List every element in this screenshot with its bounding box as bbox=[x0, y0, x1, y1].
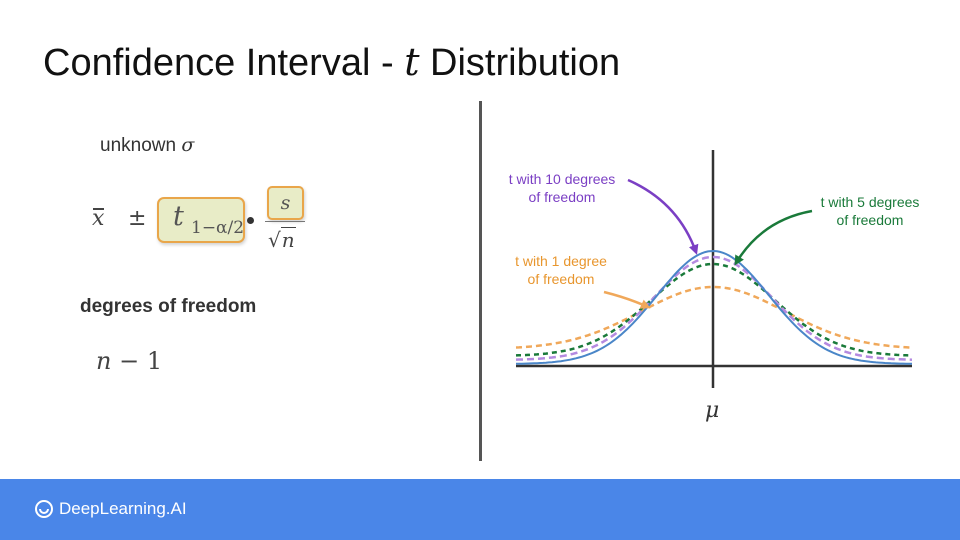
sqrt-n: √n bbox=[268, 227, 296, 252]
xbar-letter: x bbox=[92, 206, 105, 231]
curve-t1 bbox=[515, 285, 913, 349]
curve-t10 bbox=[515, 255, 913, 361]
sample-mean-symbol: x bbox=[92, 206, 104, 231]
arrow-t10 bbox=[627, 178, 699, 255]
sample-sd-box: s bbox=[267, 186, 304, 220]
degrees-of-freedom-formula: n − 1 bbox=[96, 347, 162, 375]
radical-sign: √ bbox=[268, 228, 281, 252]
vertical-divider bbox=[479, 101, 482, 461]
unknown-sigma-label: unknown σ bbox=[100, 134, 194, 157]
label-t5: t with 5 degrees of freedom bbox=[810, 193, 930, 229]
t-distribution-diagram bbox=[515, 150, 913, 388]
arrow-t5 bbox=[734, 209, 813, 266]
fraction-line bbox=[265, 221, 305, 222]
title-t-variable: t bbox=[404, 40, 420, 84]
label-t1: t with 1 degree of freedom bbox=[506, 252, 616, 288]
footer-bar bbox=[0, 479, 960, 540]
brand-name: DeepLearning.AI bbox=[59, 499, 187, 518]
label-t1-line2: of freedom bbox=[527, 271, 595, 287]
sqrt-n-var: n bbox=[280, 227, 296, 252]
dof-minus-one: − 1 bbox=[111, 347, 163, 375]
label-t10-line2: of freedom bbox=[528, 189, 596, 205]
plus-minus-symbol: ± bbox=[128, 206, 147, 231]
t-critical-value-box: t 1−α/2 bbox=[157, 197, 245, 243]
label-t5-line2: of freedom bbox=[836, 212, 904, 228]
label-t5-line1: t with 5 degrees bbox=[820, 194, 920, 210]
brand-icon bbox=[35, 500, 53, 518]
unknown-text: unknown bbox=[100, 135, 177, 156]
label-t1-line1: t with 1 degree bbox=[515, 253, 607, 269]
label-t10-line1: t with 10 degrees bbox=[508, 171, 616, 187]
t-symbol: t bbox=[173, 201, 184, 232]
sigma-symbol: σ bbox=[181, 134, 195, 156]
s-symbol: s bbox=[280, 192, 291, 214]
label-t10: t with 10 degrees of freedom bbox=[501, 170, 623, 206]
mu-label: μ bbox=[705, 398, 720, 423]
degrees-of-freedom-label: degrees of freedom bbox=[80, 296, 257, 317]
title-suffix: Distribution bbox=[419, 42, 621, 84]
xbar-overline bbox=[93, 208, 104, 210]
t-subscript: 1−α/2 bbox=[191, 218, 245, 238]
multiply-dot bbox=[247, 217, 254, 224]
title-prefix: Confidence Interval - bbox=[43, 42, 405, 84]
deeplearning-logo: DeepLearning.AI bbox=[34, 499, 187, 519]
slide-title: Confidence Interval - t Distribution bbox=[43, 40, 620, 85]
curve-t5 bbox=[515, 262, 913, 357]
arrow-t1 bbox=[603, 290, 651, 309]
dof-n-var: n bbox=[96, 347, 112, 375]
curve-normal bbox=[515, 249, 912, 365]
